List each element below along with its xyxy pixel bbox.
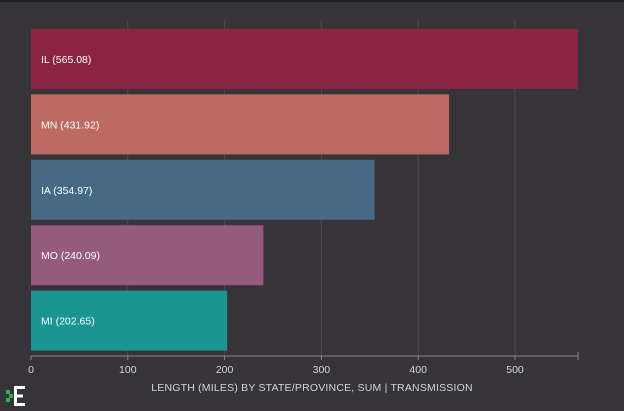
- x-tick-label-0: 0: [28, 364, 34, 376]
- x-tick-label-100: 100: [119, 364, 137, 376]
- bar-mi[interactable]: [31, 290, 228, 351]
- x-tick-label-400: 400: [409, 364, 427, 376]
- x-tick-label-200: 200: [216, 364, 234, 376]
- bar-ia[interactable]: [31, 159, 375, 220]
- x-tick-label-500: 500: [506, 364, 524, 376]
- bar-il[interactable]: [31, 29, 578, 89]
- bar-mn[interactable]: [31, 94, 450, 155]
- bar-label-mi: MI (202.65): [41, 316, 95, 328]
- bars: IL (565.08) MN (431.92) IA (354.97) MO (240…: [31, 29, 578, 351]
- bar-label-mo: MO (240.09): [41, 250, 100, 262]
- x-axis-title: LENGTH (MILES) BY STATE/PROVINCE, SUM | …: [151, 382, 473, 394]
- bar-label-il: IL (565.08): [41, 54, 91, 66]
- bar-label-ia: IA (354.97): [41, 185, 92, 197]
- bar-mo[interactable]: [31, 225, 264, 286]
- app-logo-icon: [6, 386, 25, 406]
- bar-label-mn: MN (431.92): [41, 119, 99, 131]
- x-tick-label-300: 300: [313, 364, 331, 376]
- x-axis: 0 100 200 300 400 500: [28, 352, 579, 376]
